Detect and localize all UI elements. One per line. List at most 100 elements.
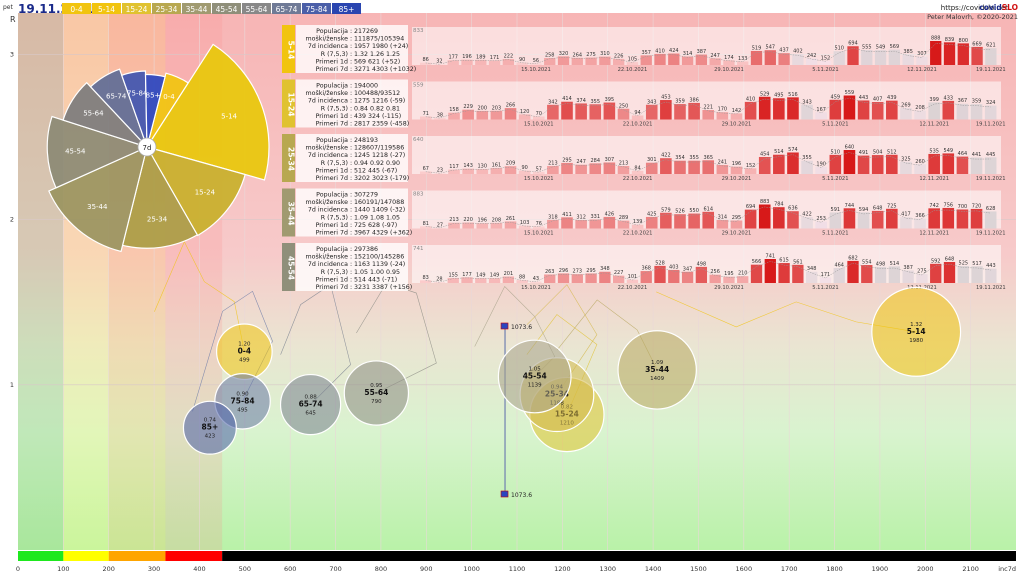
bar-label-35-44-33: 725 [887, 203, 897, 209]
band-strip-4 [222, 551, 1017, 561]
bar-5-14-17 [654, 53, 666, 65]
x-tick-1100: 1100 [509, 565, 526, 573]
legend-box-35-44 [182, 3, 211, 14]
bar-label-15-24-31: 443 [859, 95, 869, 101]
bar-35-44-11 [575, 220, 587, 229]
site-url[interactable]: https://covidslo.net [941, 4, 1008, 12]
stat-colon-15-24-3: : [350, 105, 352, 112]
bubble-r-5-14: 1.32 [910, 322, 922, 328]
bar-5-14-39 [957, 43, 969, 65]
bar-5-14-35 [902, 54, 914, 65]
date-label-15-24-29: 5.11.2021 [822, 122, 848, 128]
bar-25-34-18 [674, 160, 686, 174]
bar-25-34-29 [829, 154, 842, 174]
bubble-r-45-54: 1.05 [529, 367, 542, 373]
x-tick-1200: 1200 [554, 565, 571, 573]
stat-key-5-14-5: Primeri 7d [316, 66, 348, 73]
bar-35-44-16 [645, 216, 658, 229]
bar-45-54-10 [557, 273, 570, 283]
bar-label-25-34-27: 355 [802, 155, 812, 161]
bar-label-15-24-40: 324 [986, 100, 996, 106]
y-axis-label: R [10, 15, 16, 24]
bar-label-35-44-20: 614 [703, 206, 713, 212]
stat-val-25-34-3: 0.94 0.92 0.90 [354, 160, 400, 167]
bar-25-34-30 [843, 150, 856, 174]
bar-45-54-7 [516, 280, 528, 283]
bar-35-44-9 [547, 219, 559, 229]
pie-label-55-64: 55-64 [83, 110, 104, 118]
stat-key-45-54-3: R (7,5,3) [321, 269, 348, 276]
bar-label-25-34-35: 260 [915, 159, 925, 165]
bar-label-35-44-26: 636 [788, 206, 798, 212]
bar-label-15-24-23: 410 [746, 96, 756, 102]
bar-45-54-33 [874, 266, 887, 283]
bar-35-44-1 [434, 227, 446, 229]
bar-label-45-54-12: 295 [586, 268, 596, 274]
bar-35-44-32 [871, 210, 884, 229]
bar-label-25-34-39: 441 [972, 152, 982, 158]
bar-label-45-54-13: 348 [600, 266, 610, 272]
stat-colon-5-14-3: : [350, 51, 352, 58]
date-label-15-24-15: 22.10.2021 [623, 122, 653, 128]
bubble-r-0-4: 1.20 [238, 342, 251, 348]
bar-45-54-28 [806, 271, 818, 283]
bar-15-24-37 [942, 100, 955, 120]
date-label-25-34-15: 22.10.2021 [623, 176, 653, 182]
bar-5-14-38 [943, 42, 956, 65]
x-tick-2100: 2100 [962, 565, 979, 573]
bar-45-54-37 [930, 263, 942, 283]
date-label-5-14-29: 5.11.2021 [812, 67, 838, 73]
bar-5-14-29 [819, 60, 832, 65]
bar-label-35-44-40: 628 [986, 206, 996, 212]
bar-25-34-14 [617, 166, 630, 174]
header-bar: pet 19.11.2021 0-4 5-14 15-24 25-34 35-44 45-… [3, 2, 1018, 21]
bar-label-25-34-8: 57 [536, 166, 542, 172]
bar-15-24-29 [829, 99, 842, 120]
bubble-circle-45-54 [497, 339, 572, 414]
legend-label-55-64: 55-64 [246, 5, 268, 14]
bar-label-35-44-9: 318 [548, 214, 558, 220]
bar-label-35-44-27: 422 [802, 212, 812, 218]
x-tick-1400: 1400 [645, 565, 662, 573]
bar-15-24-39 [970, 104, 983, 120]
stat-colon-45-54-5: : [350, 284, 352, 291]
bar-5-14-24 [750, 50, 763, 65]
bubble-name-85+: 85+ [202, 423, 219, 432]
bar-label-15-24-4: 200 [478, 105, 488, 111]
bar-45-54-5 [488, 278, 501, 283]
bar-5-14-15 [626, 62, 639, 65]
panel-ymax-5-14: 833 [413, 28, 424, 34]
bar-label-5-14-34: 569 [890, 44, 900, 50]
stat-key-35-44-3: R (7,5,3) [321, 214, 348, 221]
bar-25-34-31 [857, 155, 870, 174]
pie-slice-45-54 [46, 115, 149, 189]
bar-15-24-13 [603, 102, 616, 120]
stat-key-35-44-0: Populacija [316, 192, 348, 199]
bar-label-5-14-19: 314 [683, 51, 693, 57]
bar-25-34-16 [645, 162, 658, 174]
x-tick-700: 700 [329, 565, 341, 573]
bar-label-5-14-21: 247 [710, 53, 720, 59]
bar-label-35-44-5: 208 [492, 217, 502, 223]
bar-45-54-11 [571, 274, 583, 283]
bar-label-25-34-7: 90 [521, 165, 527, 171]
bubble-0-4: 1.200-4 499 [216, 323, 273, 381]
bar-label-25-34-31: 491 [859, 150, 869, 156]
trend-line-45-54 [425, 261, 991, 283]
stat-colon-25-34-2: : [350, 152, 352, 159]
bar-label-45-54-28: 348 [807, 266, 817, 272]
pie-label-15-24: 15-24 [195, 189, 216, 197]
stat-colon-5-14-4: : [350, 58, 352, 65]
bar-label-25-34-19: 355 [689, 155, 699, 161]
bar-label-25-34-22: 196 [732, 161, 742, 167]
bubble-circle-5-14 [871, 286, 962, 377]
legend-label-75-84: 75-84 [306, 5, 328, 14]
bubble-name-0-4: 0-4 [238, 347, 252, 356]
date-label-45-54-15: 22.10.2021 [618, 285, 648, 291]
brand-covid: covid [979, 3, 1001, 12]
day-prefix: pet [3, 4, 14, 11]
bar-label-15-24-2: 158 [449, 107, 459, 113]
bar-label-45-54-5: 149 [490, 273, 500, 279]
stat-val-15-24-2: 1275 1216 (-59) [354, 98, 405, 105]
bar-35-44-19 [688, 213, 700, 229]
